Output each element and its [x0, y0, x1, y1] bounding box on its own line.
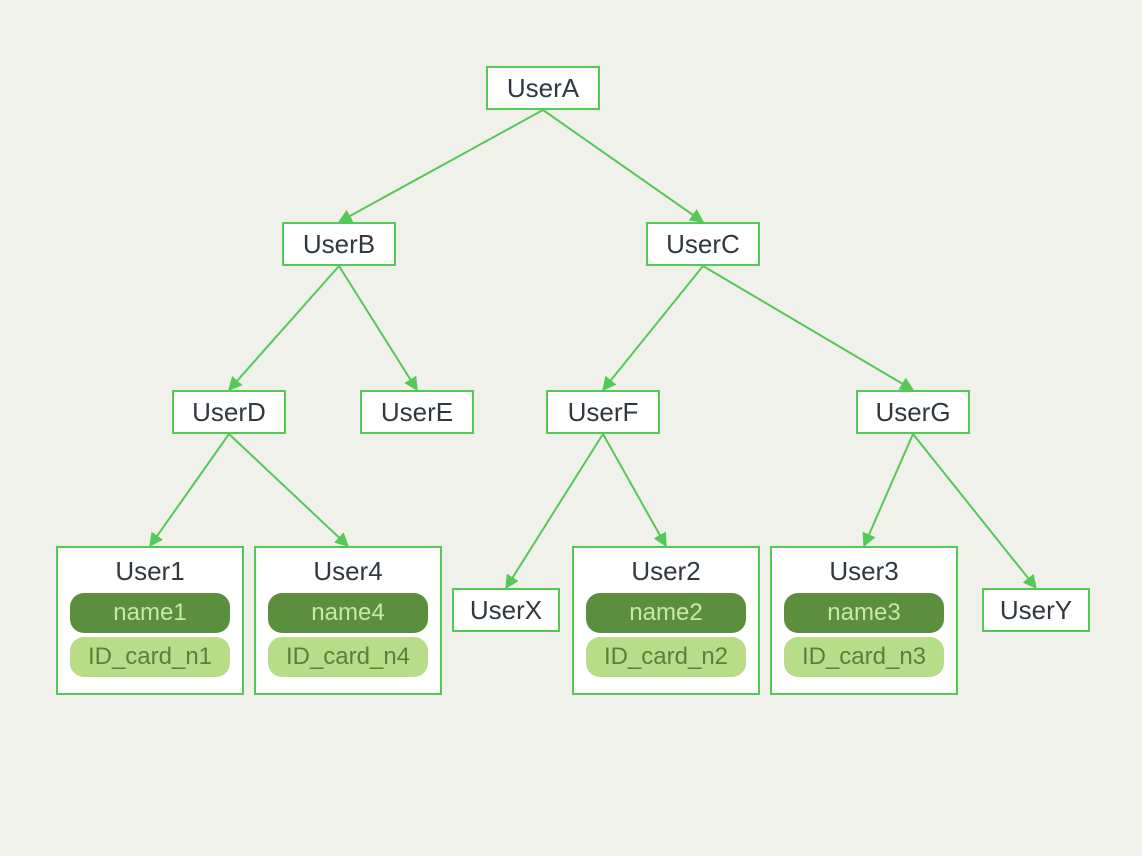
card-name-pill: name2 [586, 593, 746, 633]
edge-D-U4 [229, 434, 348, 546]
node-user-c: UserC [646, 222, 760, 266]
card-name-pill: name1 [70, 593, 230, 633]
card-idcard-pill: ID_card_n2 [586, 637, 746, 677]
card-title: User1 [68, 556, 232, 587]
card-idcard-pill: ID_card_n1 [70, 637, 230, 677]
edge-F-U2 [603, 434, 666, 546]
node-user1-card: User1 name1 ID_card_n1 [56, 546, 244, 695]
node-label: UserC [666, 229, 740, 259]
edge-G-U3 [864, 434, 913, 546]
edge-B-E [339, 266, 417, 390]
node-label: UserG [875, 397, 950, 427]
node-user-b: UserB [282, 222, 396, 266]
node-user-d: UserD [172, 390, 286, 434]
card-name-pill: name4 [268, 593, 428, 633]
edge-A-C [543, 110, 703, 222]
node-user-y: UserY [982, 588, 1090, 632]
node-user-x: UserX [452, 588, 560, 632]
edge-C-G [703, 266, 913, 390]
node-user3-card: User3 name3 ID_card_n3 [770, 546, 958, 695]
edge-A-B [339, 110, 543, 222]
node-user-f: UserF [546, 390, 660, 434]
node-user-e: UserE [360, 390, 474, 434]
node-user4-card: User4 name4 ID_card_n4 [254, 546, 442, 695]
node-label: UserE [381, 397, 453, 427]
node-label: UserB [303, 229, 375, 259]
node-label: UserD [192, 397, 266, 427]
node-label: UserF [568, 397, 639, 427]
card-title: User2 [584, 556, 748, 587]
node-user-g: UserG [856, 390, 970, 434]
node-label: UserA [507, 73, 579, 103]
node-user2-card: User2 name2 ID_card_n2 [572, 546, 760, 695]
card-title: User4 [266, 556, 430, 587]
node-user-a: UserA [486, 66, 600, 110]
node-label: UserX [470, 595, 542, 625]
edge-C-F [603, 266, 703, 390]
card-idcard-pill: ID_card_n3 [784, 637, 944, 677]
card-idcard-pill: ID_card_n4 [268, 637, 428, 677]
card-title: User3 [782, 556, 946, 587]
edge-B-D [229, 266, 339, 390]
card-name-pill: name3 [784, 593, 944, 633]
node-label: UserY [1000, 595, 1072, 625]
edge-D-U1 [150, 434, 229, 546]
